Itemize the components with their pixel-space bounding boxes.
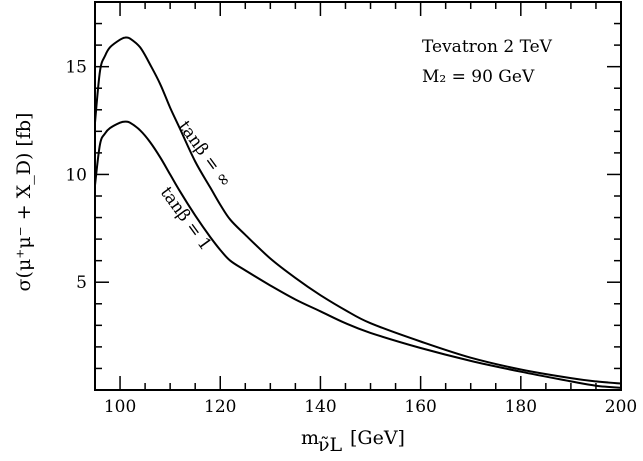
x-axis-label-unit: [GeV]: [350, 427, 405, 449]
annotation-collider: Tevatron 2 TeV: [422, 37, 553, 57]
x-tick-label: 200: [605, 397, 637, 417]
annotation-wino-mass: M₂ = 90 GeV: [422, 67, 535, 87]
axis-ticks: [94, 2, 622, 390]
tick-labels: 100 120 140 160 180 200 5 10 15: [65, 58, 637, 417]
x-tick-label: 140: [304, 397, 336, 417]
series-curves: [94, 36, 622, 389]
x-tick-label: 100: [104, 397, 136, 417]
y-tick-label: 5: [76, 273, 87, 293]
x-axis-label-subscript: ν̃L: [318, 434, 343, 456]
series-label-tanbeta-infinity: tanβ = ∞: [174, 117, 235, 191]
x-axis-label-main: m: [301, 427, 319, 449]
x-tick-label: 120: [204, 397, 236, 417]
x-tick-label: 160: [404, 397, 436, 417]
series-line-tanbeta-one: [94, 120, 622, 389]
series-line-tanbeta-infinity: [94, 36, 622, 385]
y-tick-label: 10: [65, 165, 87, 185]
x-tick-label: 180: [505, 397, 537, 417]
y-axis-label: σ(μ⁺μ⁻ + X_D) [fb]: [13, 113, 35, 292]
series-label-tanbeta-one: tanβ = 1: [156, 183, 215, 254]
y-tick-label: 15: [65, 58, 87, 78]
